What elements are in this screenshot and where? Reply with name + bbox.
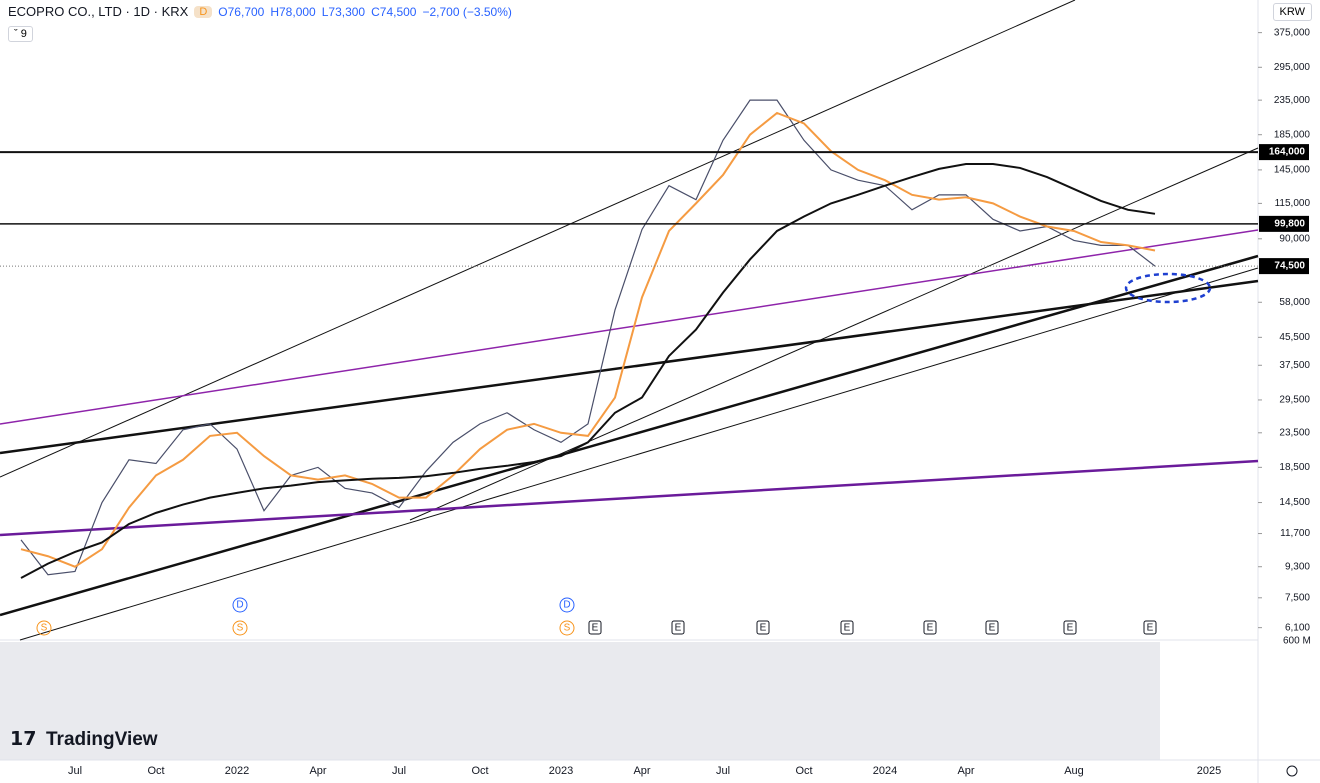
indicator-toggle[interactable]: ˇ 9 (8, 26, 33, 42)
y-tick-label: 37,500 (1279, 360, 1310, 371)
trendline (0, 229, 1259, 425)
y-tick-label: 58,000 (1279, 297, 1310, 308)
price-label-bg (1259, 144, 1309, 161)
x-tick-label: 2024 (873, 765, 897, 777)
event-label: S (41, 623, 48, 634)
y-tick-label: 6,100 (1285, 622, 1310, 633)
x-tick-label: Jul (716, 765, 730, 777)
event-label: S (564, 623, 571, 634)
y-tick-label: 115,000 (1275, 198, 1311, 209)
open: O76,700 (218, 4, 265, 19)
x-tick-label: Apr (957, 765, 974, 777)
symbol[interactable]: ECOPRO CO., LTD · 1D · KRX (8, 4, 189, 19)
event-label: E (989, 623, 996, 634)
event-icon (1063, 620, 1077, 635)
x-tick-label: 2023 (549, 765, 573, 777)
event-label: E (927, 623, 934, 634)
drawings (0, 0, 1259, 641)
y-tick-label: 90,000 (1279, 233, 1310, 244)
y-tick-label: 45,500 (1279, 332, 1310, 343)
event-label: E (592, 623, 599, 634)
x-tick-label: 2022 (225, 765, 249, 777)
low: L73,300 (321, 4, 366, 19)
badge: D (194, 5, 213, 18)
x-tick-label: Apr (633, 765, 650, 777)
brand: TradingView (46, 729, 158, 750)
x-tick-label: Jul (392, 765, 406, 777)
trendline (0, 0, 1076, 478)
event-icon (923, 620, 937, 635)
event-icon (756, 620, 770, 635)
event-label: E (1147, 623, 1154, 634)
event-label: D (563, 600, 570, 611)
event-icon (232, 597, 248, 613)
brand-logo: 𝟭𝟳 (10, 729, 36, 750)
y-tick-label: 11,700 (1280, 528, 1310, 539)
x-tick-label: Jul (68, 765, 82, 777)
trendline (19, 267, 1259, 641)
x-tick-label: Oct (471, 765, 488, 777)
event-label: E (675, 623, 682, 634)
y-tick-label: 29,500 (1279, 395, 1310, 406)
event-icon (985, 620, 999, 635)
x-tick-label: Oct (795, 765, 812, 777)
indicator-count: 9 (20, 28, 27, 40)
price-label: 74,500 (1274, 261, 1305, 272)
y-tick-label: 18,500 (1279, 462, 1310, 473)
y-tick-label: 295,000 (1274, 62, 1311, 73)
event-label: E (760, 623, 767, 634)
trendline (409, 147, 1259, 521)
y-tick-label: 9,300 (1285, 561, 1310, 572)
legend: ECOPRO CO., LTD · 1D · KRX D O76,700 H78… (8, 4, 512, 19)
change: −2,700 (−3.50%) (422, 4, 512, 19)
event-icon (559, 597, 575, 613)
y-tick-label: 185,000 (1274, 129, 1311, 140)
y-tick-label: 375,000 (1274, 27, 1311, 38)
settings-icon[interactable] (1286, 765, 1298, 777)
currency-button[interactable]: KRW (1272, 3, 1312, 21)
volume-axis-label: 600 M (1283, 636, 1311, 647)
event-icon (1143, 620, 1157, 635)
volume-area (0, 642, 1160, 760)
currency: KRW (1279, 6, 1305, 18)
event-label: E (844, 623, 851, 634)
high: H78,000 (270, 4, 316, 19)
trendline (0, 254, 1259, 617)
series-line (20, 111, 1156, 568)
trendline (0, 459, 1259, 537)
x-tick-label: Aug (1064, 765, 1084, 777)
event-icon (840, 620, 854, 635)
x-tick-label: 2025 (1197, 765, 1221, 777)
y-tick-label: 14,500 (1279, 497, 1310, 508)
highlight-ellipse (1124, 272, 1212, 304)
y-tick-label: 145,000 (1274, 165, 1311, 176)
event-label: S (237, 623, 244, 634)
price-label-bg (1259, 215, 1309, 232)
event-icon (671, 620, 685, 635)
y-tick-label: 23,500 (1279, 427, 1310, 438)
price-label: 164,000 (1269, 147, 1306, 158)
trendline (0, 279, 1259, 455)
event-icon (559, 620, 575, 636)
event-icon (36, 620, 52, 636)
event-icon (588, 620, 602, 635)
price-label-bg (1259, 258, 1309, 275)
series-line (20, 99, 1156, 576)
close: C74,500 (371, 4, 417, 19)
event-label: E (1067, 623, 1074, 634)
y-tick-label: 235,000 (1274, 95, 1311, 106)
event-label: D (236, 600, 243, 611)
x-tick-label: Apr (309, 765, 326, 777)
price-label: 99,800 (1274, 219, 1305, 230)
event-icon (232, 620, 248, 636)
series-line (20, 163, 1156, 579)
x-tick-label: Oct (147, 765, 164, 777)
y-tick-label: 7,500 (1285, 592, 1310, 603)
